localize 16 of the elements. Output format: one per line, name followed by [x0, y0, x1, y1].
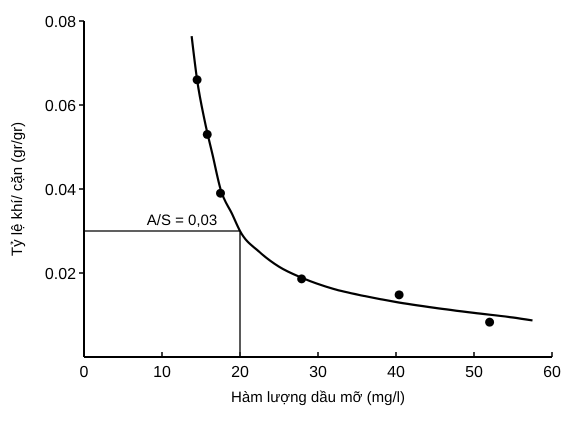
- x-axis-title: Hàm lượng dầu mỡ (mg/l): [231, 389, 405, 406]
- y-axis-title: Tỷ lệ khí/ cặn (gr/gr): [9, 122, 26, 256]
- ref-line-label: A/S = 0,03: [146, 212, 218, 229]
- x-tick-label: 30: [309, 364, 327, 381]
- y-tick-label: 0.08: [44, 14, 76, 31]
- x-tick-label: 20: [231, 364, 249, 381]
- y-tick-label: 0.04: [44, 182, 76, 199]
- x-tick-label: 60: [543, 364, 561, 381]
- y-tick-label: 0.02: [44, 266, 76, 283]
- point: [394, 290, 404, 300]
- x-tick-label: 0: [80, 364, 89, 381]
- x-tick-label: 40: [387, 364, 405, 381]
- point: [485, 318, 494, 327]
- y-tick-label: 0.06: [44, 98, 76, 115]
- x-tick-label: 50: [465, 364, 483, 381]
- x-tick-label: 10: [153, 364, 171, 381]
